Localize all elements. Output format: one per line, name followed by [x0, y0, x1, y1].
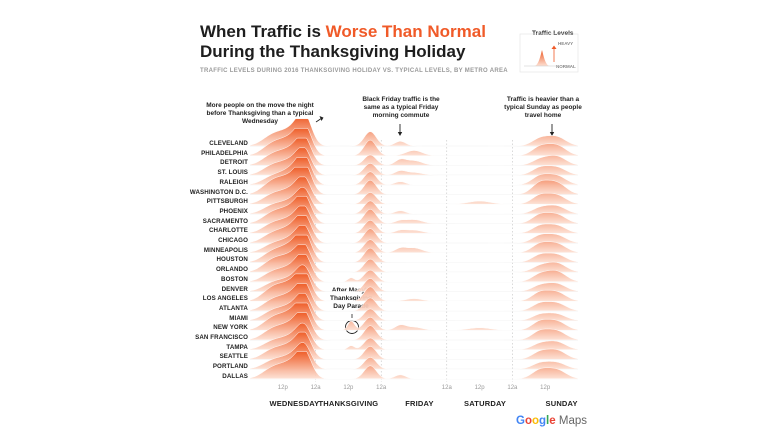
- annotation-black-friday: Black Friday traffic is the same as a ty…: [362, 96, 440, 119]
- day-label: SUNDAY: [545, 399, 578, 408]
- arrow-black-friday-head: [397, 132, 403, 136]
- day-label: FRIDAY: [405, 399, 434, 408]
- metro-label: DETROIT: [220, 159, 248, 167]
- metro-label: ST. LOUIS: [217, 169, 248, 177]
- metro-label: HOUSTON: [216, 256, 248, 264]
- metro-label: TAMPA: [226, 343, 248, 351]
- day-label: WEDNESDAY: [269, 399, 320, 408]
- metro-label: MIAMI: [229, 314, 248, 322]
- title-line-2: During the Thanksgiving Holiday: [200, 42, 466, 61]
- arrow-sunday-head: [549, 132, 555, 136]
- metro-label: ORLANDO: [216, 266, 248, 274]
- metro-label: DENVER: [221, 285, 248, 293]
- metro-label: LOS ANGELES: [202, 295, 248, 303]
- metro-label: SAN FRANCISCO: [195, 334, 248, 341]
- metro-label: CLEVELAND: [209, 140, 248, 147]
- time-tick-label: 12a: [310, 385, 321, 391]
- metro-label: SACRAMENTO: [202, 217, 248, 225]
- metro-label: MINNEAPOLIS: [203, 246, 248, 254]
- metro-label: WASHINGTON D.C.: [189, 188, 248, 196]
- chart-title: When Traffic is Worse Than Normal During…: [200, 22, 510, 62]
- time-tick-label: 12p: [540, 385, 551, 391]
- time-tick-label: 12p: [343, 385, 354, 391]
- metro-label: CHICAGO: [218, 237, 248, 244]
- annotation-macys: After Macy's Thanksgiving Day Parade: [330, 287, 372, 310]
- title-highlight: Worse Than Normal: [325, 22, 486, 41]
- metro-label: CHARLOTTE: [208, 227, 248, 235]
- time-tick-label: 12a: [507, 385, 518, 391]
- chart-subtitle: TRAFFIC LEVELS DURING 2016 THANKSGIVING …: [200, 68, 508, 74]
- legend-icon: [519, 33, 579, 73]
- metro-label: BOSTON: [221, 275, 248, 283]
- metro-label: ATLANTA: [219, 304, 248, 312]
- metro-label: PHOENIX: [219, 207, 248, 215]
- metro-label: PHILADELPHIA: [201, 149, 248, 157]
- metro-label: PORTLAND: [212, 363, 248, 371]
- time-tick-label: 12a: [376, 385, 387, 391]
- arrow-wednesday-night-head: [319, 116, 324, 121]
- annotation-sunday: Traffic is heavier than a typical Sunday…: [504, 96, 582, 119]
- maps-wordmark: Maps: [558, 415, 587, 427]
- metro-label: NEW YORK: [213, 324, 248, 332]
- day-label: THANKSGIVING: [318, 399, 379, 408]
- metro-label: PITTSBURGH: [206, 198, 248, 206]
- annotation-wednesday-night: More people on the move the night before…: [206, 102, 314, 125]
- time-tick-label: 12p: [474, 385, 485, 391]
- title-part-1: When Traffic is: [200, 22, 326, 41]
- time-tick-label: 12a: [441, 385, 452, 391]
- legend-normal-label: NORMAL: [556, 64, 576, 69]
- ridge-dallas: [249, 351, 579, 380]
- metro-label: DALLAS: [222, 372, 248, 380]
- time-tick-label: 12p: [277, 385, 288, 391]
- google-maps-logo: Google Maps: [516, 415, 587, 427]
- google-wordmark: Google: [516, 415, 556, 427]
- legend-title: Traffic Levels: [532, 30, 574, 37]
- day-label: SATURDAY: [464, 399, 507, 408]
- legend-heavy-label: HEAVY: [558, 41, 574, 46]
- metro-label: SEATTLE: [219, 353, 248, 361]
- metro-label: RALEIGH: [219, 178, 248, 186]
